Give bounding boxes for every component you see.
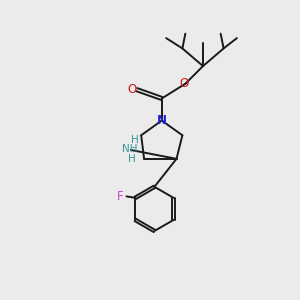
Text: H: H <box>128 154 136 164</box>
Text: O: O <box>179 77 188 90</box>
Text: N: N <box>157 114 167 127</box>
Text: H: H <box>131 135 139 145</box>
Text: O: O <box>128 82 137 95</box>
Text: NH: NH <box>122 143 137 154</box>
Text: F: F <box>117 190 124 203</box>
